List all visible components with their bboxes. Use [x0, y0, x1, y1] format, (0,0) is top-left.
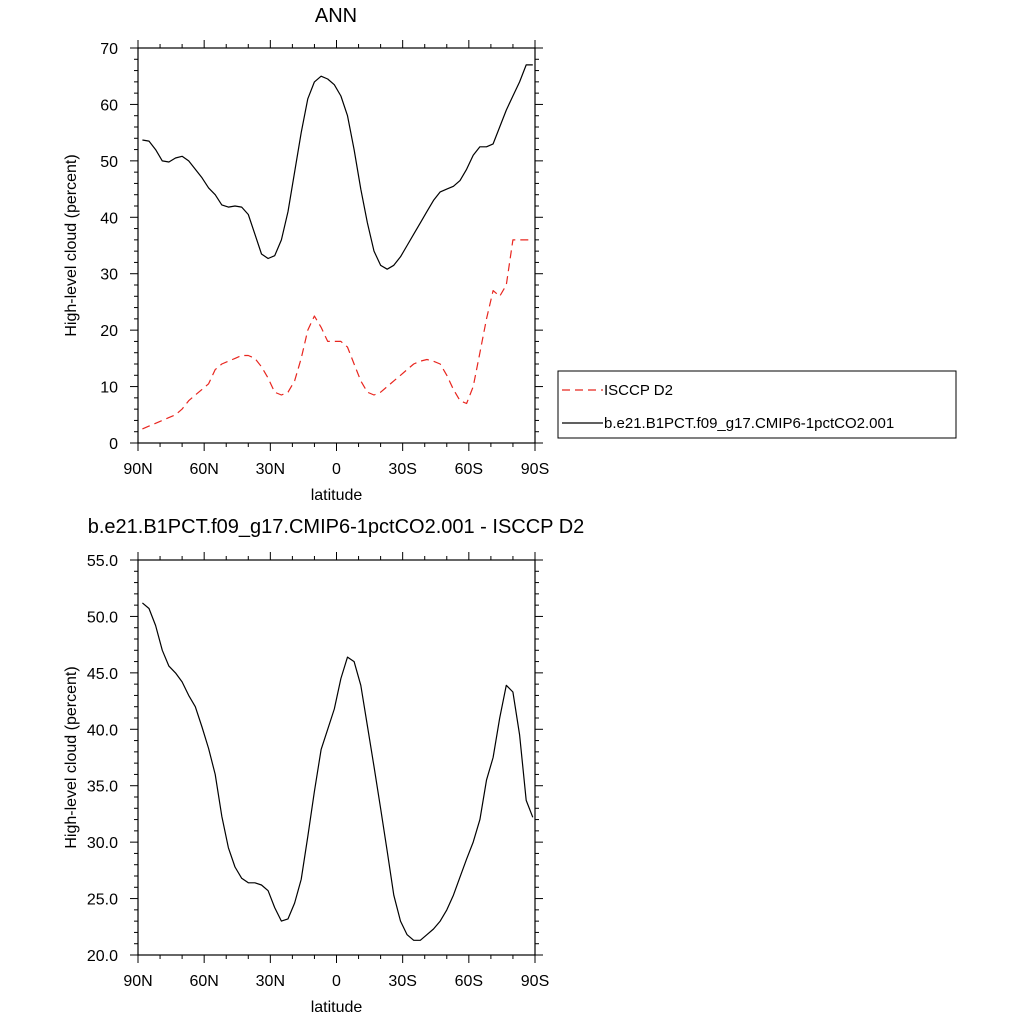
y-tick-label: 10 — [100, 380, 118, 397]
legend-box — [557, 370, 957, 439]
y-tick-label: 40 — [100, 210, 118, 227]
x-tick-label: 30N — [256, 973, 285, 990]
y-tick-label: 55.0 — [87, 553, 118, 570]
x-tick-label: 30S — [388, 973, 416, 990]
x-tick-label: 90N — [123, 461, 152, 478]
x-tick-label: 90S — [521, 973, 549, 990]
chart-title: ANN — [315, 5, 357, 27]
x-tick-label: 60N — [189, 461, 218, 478]
y-tick-label: 50.0 — [87, 609, 118, 626]
series-line-1 — [142, 602, 534, 941]
series-line-2 — [142, 64, 533, 270]
series-line-1 — [142, 239, 533, 430]
y-tick-label: 20 — [100, 323, 118, 340]
legend-label-2: b.e21.B1PCT.f09_g17.CMIP6-1pctCO2.001 — [604, 415, 894, 432]
y-axis-label: High-level cloud (percent) — [63, 154, 80, 336]
y-tick-label: 30.0 — [87, 835, 118, 852]
x-tick-label: 30N — [256, 461, 285, 478]
y-tick-label: 0 — [109, 436, 118, 453]
x-tick-label: 60S — [455, 973, 483, 990]
y-axis-label: High-level cloud (percent) — [63, 666, 80, 848]
y-tick-label: 20.0 — [87, 948, 118, 965]
x-tick-label: 60S — [455, 461, 483, 478]
x-axis-label: latitude — [311, 999, 363, 1016]
plot-frame — [137, 47, 536, 444]
x-tick-label: 60N — [189, 973, 218, 990]
y-tick-label: 45.0 — [87, 666, 118, 683]
chart-2: b.e21.B1PCT.f09_g17.CMIP6-1pctCO2.001 - … — [63, 516, 584, 1016]
legend-label-1: ISCCP D2 — [604, 382, 673, 399]
y-tick-label: 50 — [100, 154, 118, 171]
x-tick-label: 90N — [123, 973, 152, 990]
plot-frame — [137, 559, 536, 956]
y-tick-label: 60 — [100, 97, 118, 114]
x-tick-label: 0 — [332, 973, 341, 990]
y-tick-label: 25.0 — [87, 892, 118, 909]
chart-1: ANN 0 10 20 30 40 50 60 70 90N 60N 30N 0 30S 60S 90S lat… — [63, 5, 549, 504]
legend: ISCCP D2 b.e21.B1PCT.f09_g17.CMIP6-1pctCO… — [557, 370, 957, 439]
x-tick-label: 0 — [332, 461, 341, 478]
x-axis-label: latitude — [311, 487, 363, 504]
x-tick-label: 90S — [521, 461, 549, 478]
y-tick-label: 30 — [100, 267, 118, 284]
y-tick-label: 40.0 — [87, 722, 118, 739]
y-tick-label: 35.0 — [87, 779, 118, 796]
x-tick-label: 30S — [388, 461, 416, 478]
chart-title: b.e21.B1PCT.f09_g17.CMIP6-1pctCO2.001 - … — [88, 516, 585, 538]
y-tick-label: 70 — [100, 41, 118, 58]
